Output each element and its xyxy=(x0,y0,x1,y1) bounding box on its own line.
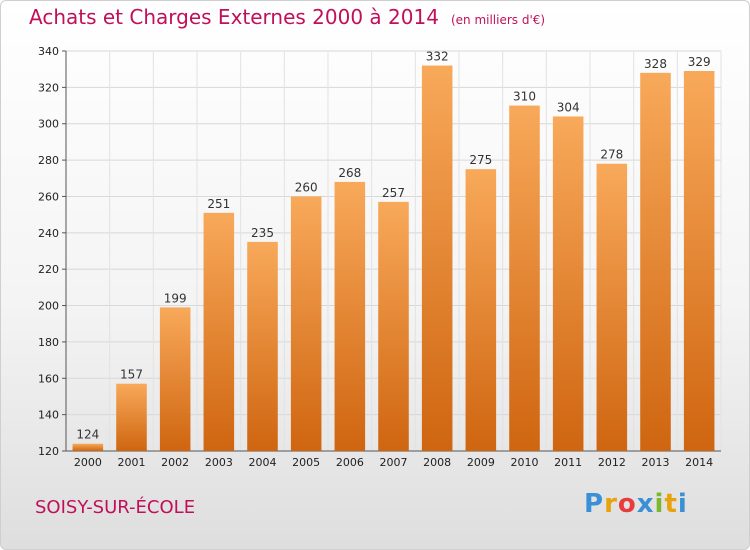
x-tick-label: 2002 xyxy=(161,456,189,469)
data-label-2013: 328 xyxy=(644,57,667,71)
data-label-2014: 329 xyxy=(688,55,711,69)
bar-2009 xyxy=(465,169,497,451)
data-label-2011: 304 xyxy=(557,100,580,114)
x-tick-label: 2004 xyxy=(249,456,277,469)
y-tick-label: 300 xyxy=(38,118,59,131)
x-tick-label: 2005 xyxy=(292,456,320,469)
y-tick-label: 240 xyxy=(38,227,59,240)
bar-2014 xyxy=(683,71,715,451)
x-tick-label: 2013 xyxy=(642,456,670,469)
chart-title: Achats et Charges Externes 2000 à 2014 (e… xyxy=(29,5,545,29)
data-label-2002: 199 xyxy=(164,291,187,305)
logo-letter: x xyxy=(636,489,655,519)
logo-letter: i xyxy=(677,489,688,519)
y-tick-label: 260 xyxy=(38,190,59,203)
data-label-2012: 278 xyxy=(600,148,623,162)
y-tick-label: 160 xyxy=(38,372,59,385)
tick-labels: 120 140 160 180 200 220 240 260 280 300 320 340 2000… xyxy=(38,45,713,469)
x-tick-label: 2000 xyxy=(74,456,102,469)
bar-2004 xyxy=(247,241,278,451)
data-label-2010: 310 xyxy=(513,90,536,104)
x-tick-label: 2012 xyxy=(598,456,626,469)
data-label-2005: 260 xyxy=(295,180,318,194)
x-tick-label: 2010 xyxy=(511,456,539,469)
data-label-2006: 268 xyxy=(338,166,361,180)
x-tick-label: 2003 xyxy=(205,456,233,469)
x-tick-label: 2006 xyxy=(336,456,364,469)
y-tick-label: 220 xyxy=(38,263,59,276)
logo-letter: i xyxy=(654,489,665,519)
bar-2000 xyxy=(72,443,104,451)
bars xyxy=(72,65,715,452)
y-tick-label: 340 xyxy=(38,45,59,58)
logo-letter: P xyxy=(584,489,605,519)
bar-2001 xyxy=(116,383,147,451)
x-tick-label: 2001 xyxy=(118,456,146,469)
bar-2012 xyxy=(596,163,628,451)
bar-2007 xyxy=(378,201,409,451)
logo-letter: t xyxy=(664,489,678,519)
bar-2011 xyxy=(552,116,584,452)
x-tick-label: 2014 xyxy=(685,456,713,469)
bar-2010 xyxy=(509,105,540,451)
data-label-2009: 275 xyxy=(469,153,492,167)
y-tick-label: 180 xyxy=(38,336,59,349)
bar-2008 xyxy=(421,65,453,451)
y-tick-label: 200 xyxy=(38,300,59,313)
bar-2005 xyxy=(290,196,322,451)
data-label-2004: 235 xyxy=(251,226,274,240)
data-label-2001: 157 xyxy=(120,368,143,382)
bar-2013 xyxy=(640,72,671,452)
logo-letter: r xyxy=(604,489,618,519)
x-tick-label: 2009 xyxy=(467,456,495,469)
bar-2006 xyxy=(334,181,366,451)
y-tick-label: 120 xyxy=(38,445,59,458)
logo-letter: o xyxy=(617,489,637,519)
data-label-2003: 251 xyxy=(207,197,230,211)
data-label-2000: 124 xyxy=(76,428,99,442)
proxiti-logo: Proxiti xyxy=(584,489,688,519)
data-labels: 124 157 199 251 235 260 268 257 332 275 310 304 278 3… xyxy=(76,50,710,442)
x-tick-label: 2007 xyxy=(380,456,408,469)
x-tick-label: 2008 xyxy=(423,456,451,469)
bar-2002 xyxy=(159,307,191,451)
y-tick-label: 320 xyxy=(38,81,59,94)
y-tick-label: 140 xyxy=(38,409,59,422)
y-tick-label: 280 xyxy=(38,154,59,167)
data-label-2007: 257 xyxy=(382,186,405,200)
x-tick-label: 2011 xyxy=(554,456,582,469)
bar-2003 xyxy=(203,212,235,451)
chart-unit-subtitle: (en milliers d'€) xyxy=(450,13,546,27)
location-name: SOISY-SUR-ÉCOLE xyxy=(35,497,196,518)
data-label-2008: 332 xyxy=(426,50,449,64)
chart-title-text: Achats et Charges Externes 2000 à 2014 xyxy=(29,5,439,29)
